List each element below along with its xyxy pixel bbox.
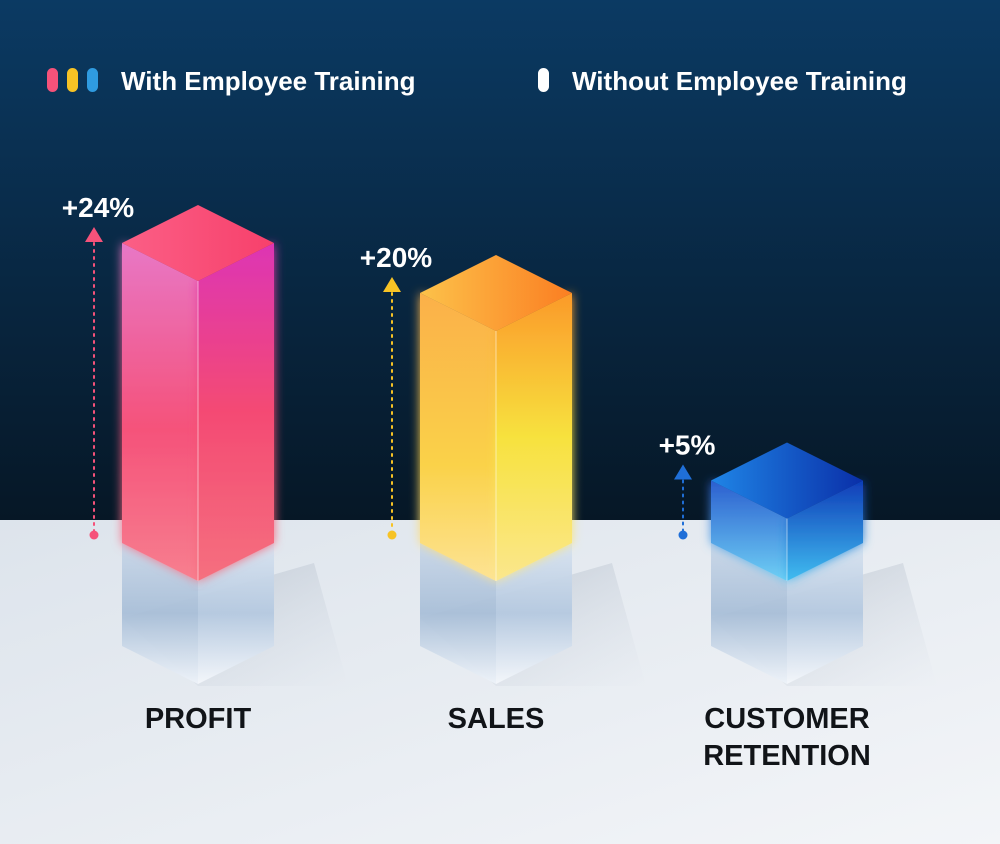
bar-top-face	[122, 205, 274, 281]
category-label: SALES	[448, 703, 545, 735]
bar-right-face	[496, 293, 572, 581]
base-left-face	[420, 543, 496, 684]
base-right-face	[787, 543, 863, 684]
bars-group: +24% PROFIT +20% SALES +5% CUSTOMER RETENTION	[62, 192, 937, 772]
value-label: +5%	[659, 430, 716, 461]
indicator-arrow-icon	[85, 227, 103, 242]
legend-swatch-blue	[87, 68, 98, 92]
indicator-arrow-icon	[674, 464, 692, 480]
legend-swatch-pink	[47, 68, 58, 92]
category-label: PROFIT	[145, 703, 252, 735]
bar-2: +20% SALES	[360, 242, 646, 735]
indicator-dot	[678, 530, 688, 540]
bar-left-face	[122, 243, 198, 581]
bar-3: +5% CUSTOMER RETENTION	[659, 430, 937, 772]
base-left-face	[711, 543, 787, 684]
bar-top-face	[711, 442, 863, 519]
bar-left-face	[711, 480, 787, 581]
category-label: RETENTION	[703, 740, 871, 772]
indicator-arrow-icon	[383, 277, 401, 292]
legend-with-swatch	[47, 68, 98, 92]
category-label: CUSTOMER	[704, 703, 869, 735]
base-right-face	[198, 543, 274, 684]
legend: With Employee Training Without Employee …	[47, 66, 907, 96]
legend-without-label: Without Employee Training	[572, 66, 907, 96]
legend-with-label: With Employee Training	[121, 66, 415, 96]
bar-right-face	[198, 243, 274, 581]
bar-left-face	[420, 293, 496, 581]
base-right-face	[496, 543, 572, 684]
base-left-face	[122, 543, 198, 684]
indicator-dot	[387, 530, 397, 540]
legend-without-swatch	[538, 68, 549, 92]
bar-top-face	[420, 255, 572, 331]
bar-1: +24% PROFIT	[62, 192, 348, 735]
legend-swatch-yellow	[67, 68, 78, 92]
value-label: +20%	[360, 242, 432, 273]
indicator-dot	[89, 530, 99, 540]
bar-right-face	[787, 480, 863, 581]
value-label: +24%	[62, 192, 134, 223]
